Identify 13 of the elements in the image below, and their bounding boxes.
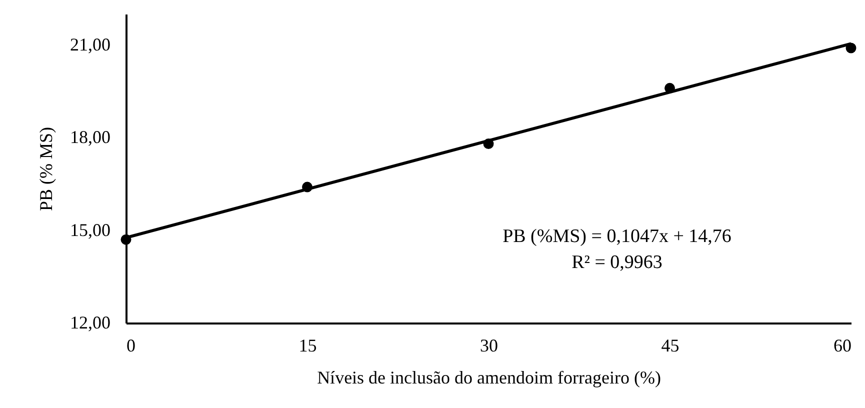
x-tick-label: 60 xyxy=(834,336,852,356)
y-tick-label: 12,00 xyxy=(70,312,110,332)
y-axis-title: PB (% MS) xyxy=(36,126,56,212)
x-tick-label: 0 xyxy=(126,336,136,356)
y-tick-label: 15,00 xyxy=(70,220,110,240)
x-tick-label: 30 xyxy=(480,336,498,356)
x-tick-label: 45 xyxy=(661,336,680,356)
x-axis-title: Níveis de inclusão do amendoim forrageiro (%) xyxy=(317,368,661,388)
annotation: PB (%MS) = 0,1047x + 14,76 xyxy=(502,226,732,247)
x-tick-label: 15 xyxy=(298,336,317,356)
y-tick-label: 21,00 xyxy=(70,34,110,54)
y-tick-label: 18,00 xyxy=(70,127,110,148)
annotation: R² = 0,9963 xyxy=(572,252,662,273)
